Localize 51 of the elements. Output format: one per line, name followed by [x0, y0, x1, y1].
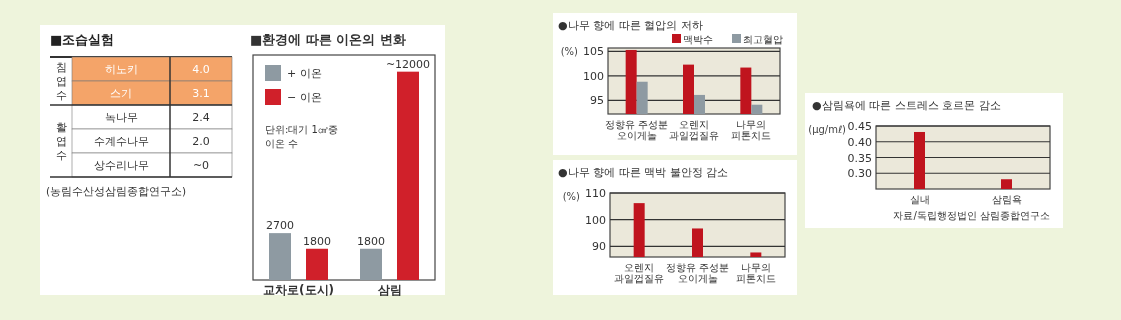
y-tick-label: 0.35 — [847, 151, 872, 165]
y-axis-title: (%) — [560, 46, 579, 57]
y-tick-label: 0.45 — [847, 120, 872, 133]
category-label: 수계수나무 — [93, 135, 149, 148]
y-tick-label: 0.40 — [847, 135, 872, 149]
category-label: 히노키 — [104, 63, 138, 76]
y-axis-title: (μg/mℓ) — [808, 124, 847, 135]
y-tick-label: 110 — [585, 187, 606, 200]
text: 침엽수 — [55, 61, 67, 102]
y-tick-label: 90 — [592, 240, 606, 254]
data-label: ~12000 — [385, 57, 431, 71]
y-axis-title: (%) — [562, 191, 581, 202]
category-label: 녹나무 — [104, 111, 138, 124]
y-tick-label: 100 — [585, 213, 606, 227]
x-tick-label: 나무의 피톤치드 — [735, 262, 776, 284]
text: 2.0 — [192, 135, 210, 148]
chart-title: ■환경에 따른 이온의 변화 — [250, 32, 406, 47]
text: 3.1 — [192, 87, 210, 100]
data-label: 2700 — [266, 219, 294, 233]
x-tick-label: 삼림욕 — [991, 194, 1022, 205]
y-tick-label: 95 — [590, 94, 604, 108]
x-tick-label: 나무의 피톤치드 — [731, 119, 772, 141]
x-tick-label: 정향유 주성분 오이게놀 — [605, 119, 669, 141]
legend-label: − 이온 — [287, 91, 322, 104]
text: 2.4 — [192, 111, 210, 124]
y-tick-label: 105 — [583, 45, 604, 59]
legend-label: 최고혈압 — [743, 34, 783, 45]
text: 자료/독립행정법인 삼림종합연구소 — [893, 210, 1050, 221]
legend-label: 맥박수 — [683, 34, 713, 45]
chart-title: ●나무 향에 따른 맥박 불안정 감소 — [558, 166, 729, 179]
legend-label: + 이온 — [287, 67, 322, 80]
x-tick-label: 오렌지 과일껍질유 — [669, 119, 719, 141]
x-tick-label: 삼림 — [376, 283, 402, 297]
category-label: 상수리나무 — [93, 159, 149, 172]
text: ~0 — [192, 159, 210, 172]
x-tick-label: 정향유 주성분 오이게놀 — [665, 262, 730, 284]
chart-title: ●삼림욕에 따른 스트레스 호르몬 감소 — [812, 99, 1001, 112]
y-tick-label: 0.30 — [847, 167, 872, 181]
x-tick-label: 오렌지 과일껍질유 — [614, 262, 665, 284]
data-label: 1800 — [303, 234, 331, 248]
annotation: 단위:대기 1㎤중 이온 수 — [265, 124, 338, 149]
x-tick-label: 교차로(도시) — [263, 283, 334, 297]
data-label: 1800 — [357, 234, 385, 248]
category-label: 스기 — [110, 87, 132, 100]
x-tick-label: 실내 — [909, 194, 930, 205]
y-tick-label: 100 — [583, 69, 604, 83]
text: 4.0 — [192, 63, 210, 76]
text: ■조습실험 — [50, 32, 115, 47]
text: (농림수산성삼림종합연구소) — [46, 185, 187, 197]
text: 활엽수 — [55, 121, 67, 162]
chart-title: ●나무 향에 따른 혈압의 저하 — [558, 19, 703, 32]
